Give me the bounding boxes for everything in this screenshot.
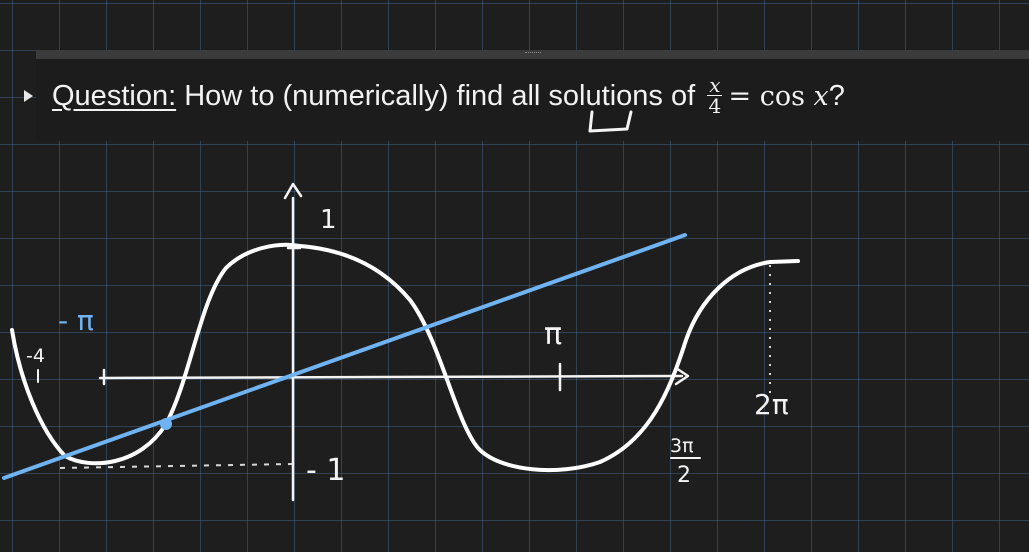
drag-handle-icon[interactable] bbox=[524, 52, 541, 56]
cos-curve bbox=[10, 242, 800, 472]
cos-variable: x bbox=[813, 81, 829, 112]
question-label: Question: bbox=[52, 80, 177, 112]
question-panel bbox=[36, 59, 1029, 141]
label-y-minus-one: - 1 bbox=[306, 453, 345, 488]
equation-rhs: = cos x bbox=[728, 81, 828, 112]
fraction-numerator: x bbox=[707, 72, 723, 97]
all-underline-bracket bbox=[588, 110, 633, 133]
question-emphasis-all: all bbox=[511, 80, 541, 112]
line-x-over-4 bbox=[2, 233, 687, 480]
label-y-one: 1 bbox=[320, 205, 337, 235]
label-neg-pi: - π bbox=[58, 304, 94, 337]
x-axis bbox=[98, 374, 684, 380]
question-text-after: solutions of bbox=[540, 80, 696, 112]
label-three-pi-over-two-num: 3π bbox=[670, 435, 694, 457]
intersection-point bbox=[160, 418, 172, 430]
cos-function: cos bbox=[759, 81, 805, 112]
question-mark: ? bbox=[828, 80, 845, 112]
bullet-triangle-icon[interactable] bbox=[24, 90, 33, 102]
label-pi: π bbox=[544, 317, 562, 352]
label-three-pi-over-two-den: 2 bbox=[677, 463, 691, 488]
y-axis-arrow-icon bbox=[283, 182, 303, 200]
question-text-before: How to (numerically) find bbox=[176, 80, 512, 112]
label-neg-four: -4 bbox=[26, 345, 45, 367]
x-axis-arrow-icon bbox=[674, 366, 690, 386]
window-top-bar[interactable] bbox=[36, 50, 1029, 59]
label-two-pi: 2π bbox=[754, 388, 789, 421]
dashed-guide-minus-one bbox=[59, 463, 293, 469]
question-text: Question: How to (numerically) find all … bbox=[52, 72, 845, 118]
equals-sign: = bbox=[728, 81, 752, 112]
fraction-denominator: 4 bbox=[708, 93, 722, 118]
